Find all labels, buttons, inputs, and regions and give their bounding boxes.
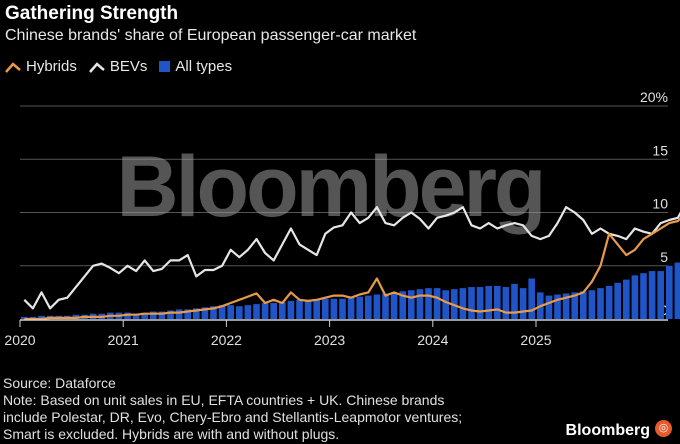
bar-all-types: [382, 293, 389, 319]
bar-all-types: [210, 306, 217, 319]
bloomberg-logo: Bloomberg: [565, 422, 650, 439]
bar-all-types: [433, 288, 441, 319]
bar-all-types: [132, 313, 140, 319]
x-tick-label: 2024: [417, 332, 448, 348]
bar-all-types: [554, 294, 561, 319]
note-line-3: Smart is excluded. Hybrids are with and …: [3, 426, 340, 442]
chart-title: Gathering Strength: [5, 3, 179, 24]
bar-all-types: [296, 299, 303, 319]
bar-all-types: [244, 305, 252, 319]
bar-all-types: [562, 293, 570, 319]
bar-all-types: [631, 275, 639, 319]
bar-all-types: [330, 298, 338, 319]
watermark: Bloomberg: [117, 139, 544, 235]
source-note: Source: Dataforce: [3, 375, 116, 391]
bar-all-types: [666, 265, 673, 319]
legend-item-hybrids: Hybrids: [5, 58, 77, 75]
bar-all-types: [519, 288, 527, 319]
y-tick-label: 0: [660, 302, 668, 318]
bar-all-types: [322, 298, 329, 319]
bar-all-types: [261, 303, 269, 319]
legend-label-bevs: BEVs: [109, 58, 148, 75]
x-tick-label: 2023: [314, 332, 345, 348]
bar-all-types: [623, 279, 630, 319]
bar-all-types: [468, 287, 475, 319]
bar-all-types: [150, 311, 157, 319]
bar-all-types: [158, 311, 166, 319]
bar-all-types: [571, 292, 578, 319]
bar-all-types: [528, 278, 535, 319]
y-tick-label: 15: [652, 142, 668, 158]
bar-all-types: [485, 285, 492, 319]
x-tick-label: 2021: [108, 332, 139, 348]
bar-all-types: [476, 287, 484, 319]
bar-all-types: [640, 273, 647, 319]
bar-all-types: [425, 288, 432, 319]
bar-all-types: [304, 299, 312, 319]
bar-all-types: [399, 291, 406, 319]
bar-all-types: [279, 301, 286, 319]
bar-all-types: [253, 304, 260, 319]
line-bevs: [23, 206, 680, 310]
bar-all-types: [38, 315, 45, 319]
legend-label-all-types: All types: [175, 58, 233, 75]
bar-all-types: [193, 308, 200, 319]
bar-all-types: [416, 289, 424, 319]
bar-all-types: [236, 306, 243, 319]
bar-all-types: [167, 310, 174, 319]
legend-item-all-types: All types: [159, 58, 232, 75]
bar-all-types: [442, 290, 449, 319]
bar-all-types: [339, 298, 346, 319]
bar-all-types: [597, 288, 604, 319]
line-hybrids: [24, 217, 680, 321]
bar-all-types: [184, 309, 191, 319]
bar-all-types: [287, 300, 295, 319]
bar-all-types: [201, 307, 209, 319]
all-types-swatch-icon: [159, 61, 171, 72]
x-tick-label: 2020: [4, 332, 35, 348]
bar-all-types: [227, 305, 234, 319]
legend-item-bevs: BEVs: [88, 58, 148, 75]
chart-subtitle: Chinese brands' share of European passen…: [5, 27, 417, 44]
bar-all-types: [365, 295, 372, 319]
bloomberg-badge-icon: ◎: [655, 420, 672, 437]
bar-all-types: [580, 291, 587, 319]
bar-all-types: [614, 282, 621, 319]
bar-all-types: [218, 305, 226, 319]
bar-all-types: [545, 295, 553, 319]
legend: Hybrids BEVs All types: [5, 58, 244, 75]
bar-all-types: [270, 303, 277, 319]
bar-all-types: [648, 271, 656, 319]
note-line-1: Note: Based on unit sales in EU, EFTA co…: [3, 392, 445, 408]
bar-all-types: [502, 287, 510, 319]
note-line-2: include Polestar, DR, Evo, Chery-Ebro an…: [3, 409, 463, 425]
y-tick-label: 20%: [640, 89, 668, 105]
bar-all-types: [511, 283, 518, 319]
bar-all-types: [390, 292, 398, 319]
legend-label-hybrids: Hybrids: [26, 58, 77, 75]
bar-all-types: [605, 285, 613, 319]
bar-all-types: [373, 294, 381, 319]
y-tick-label: 5: [660, 249, 668, 265]
bar-all-types: [674, 262, 680, 319]
bar-all-types: [408, 290, 415, 319]
bar-all-types: [356, 296, 363, 319]
bar-all-types: [588, 290, 596, 319]
x-tick-label: 2025: [520, 332, 551, 348]
bar-all-types: [175, 309, 183, 319]
bar-all-types: [141, 312, 148, 319]
bar-all-types: [313, 299, 320, 319]
x-tick-label: 2022: [211, 332, 242, 348]
bar-all-types: [657, 271, 664, 319]
bar-all-types: [494, 285, 501, 319]
bar-all-types: [347, 297, 355, 319]
bar-all-types: [459, 288, 467, 319]
bevs-swatch-icon: [88, 61, 105, 73]
y-tick-label: 10: [652, 196, 668, 212]
hybrids-swatch-icon: [5, 61, 21, 73]
